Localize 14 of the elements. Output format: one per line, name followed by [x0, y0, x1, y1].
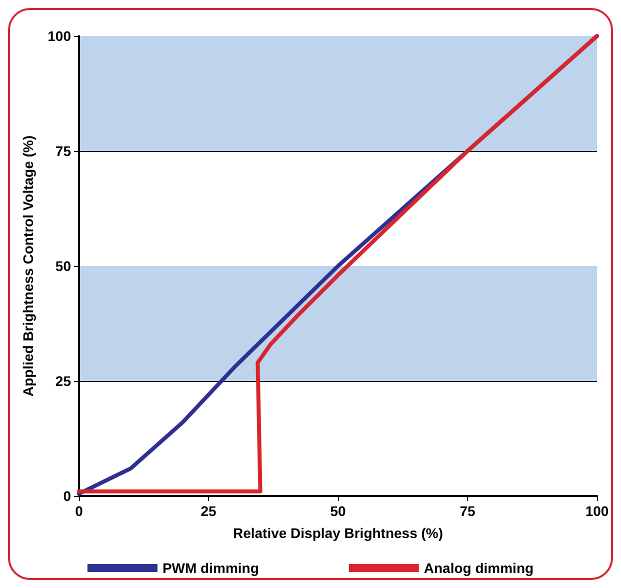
y-tick-label: 0 — [63, 488, 72, 504]
y-axis-title: Applied Brightness Control Voltage (%) — [20, 135, 36, 397]
x-tick-label: 25 — [200, 503, 216, 519]
x-tick-label: 50 — [330, 503, 346, 519]
y-tick-label: 25 — [55, 373, 72, 389]
x-tick-label: 75 — [460, 503, 476, 519]
y-tick-label: 50 — [55, 258, 72, 274]
x-tick-label: 0 — [75, 503, 84, 519]
y-tick-label: 100 — [48, 28, 72, 44]
x-tick-label: 100 — [585, 503, 609, 519]
y-tick-label: 75 — [55, 143, 72, 159]
legend-label: Analog dimming — [424, 560, 534, 576]
legend-label: PWM dimming — [162, 560, 259, 576]
x-axis-title: Relative Display Brightness (%) — [232, 525, 444, 541]
